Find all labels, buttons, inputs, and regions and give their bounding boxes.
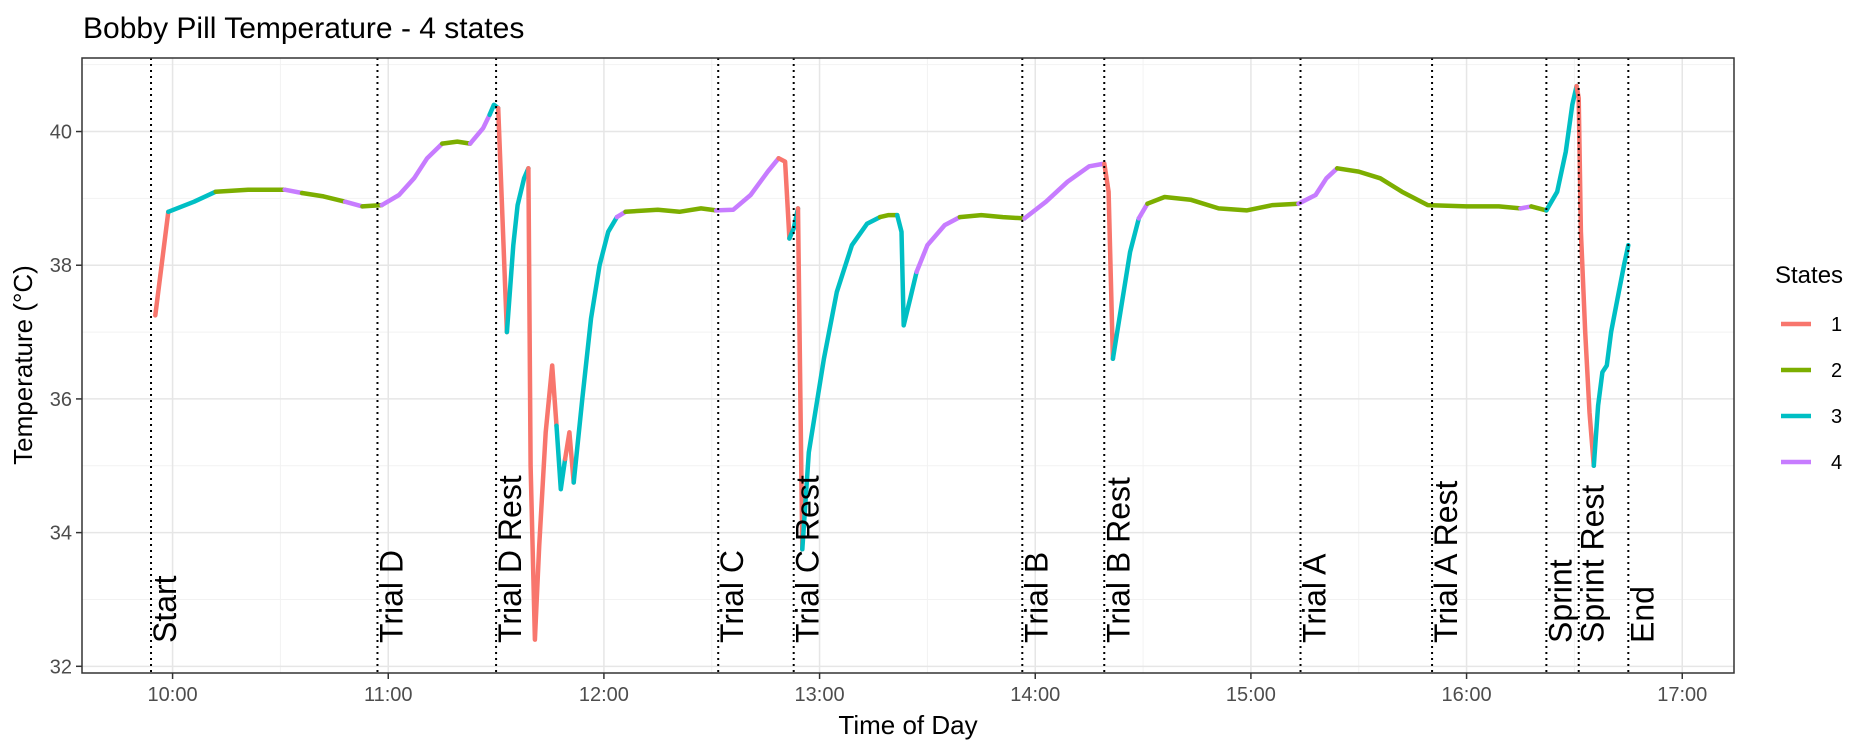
y-tick-label: 38 bbox=[50, 255, 72, 277]
event-label-trial-a: Trial A bbox=[1297, 553, 1333, 643]
series-segment-state-4 bbox=[1022, 161, 1107, 221]
event-label-trial-a-rest: Trial A Rest bbox=[1428, 480, 1464, 643]
legend-label-state-4: 4 bbox=[1831, 452, 1842, 474]
event-label-sprint: Sprint bbox=[1542, 559, 1578, 643]
y-tick-label: 36 bbox=[50, 389, 72, 411]
series-segment-state-3 bbox=[1591, 242, 1631, 469]
event-label-sprint-rest: Sprint Rest bbox=[1575, 485, 1611, 643]
series-segment-state-3 bbox=[1544, 83, 1579, 213]
series-segment-state-2 bbox=[439, 139, 473, 146]
series-segment-state-3 bbox=[800, 214, 883, 552]
series-segment-state-1 bbox=[1574, 83, 1597, 469]
series-segment-state-3 bbox=[554, 423, 568, 492]
x-tick-label: 16:00 bbox=[1442, 684, 1492, 706]
x-axis-title: Time of Day bbox=[838, 710, 977, 740]
event-label-trial-d-rest: Trial D Rest bbox=[492, 475, 528, 643]
series-segment-state-4 bbox=[342, 199, 365, 209]
series-segment-state-3 bbox=[571, 214, 620, 485]
y-axis-title: Temperature (°C) bbox=[8, 265, 38, 465]
axes: 10:00 11:00 12:00 13:00 14:00 15:00 16:00 17:00… bbox=[50, 122, 1708, 706]
event-label-trial-d: Trial D bbox=[374, 550, 410, 643]
series-segment-state-2 bbox=[360, 202, 385, 209]
legend-label-state-1: 1 bbox=[1831, 314, 1842, 336]
series-segment-state-2 bbox=[957, 212, 1027, 221]
series-lines bbox=[153, 83, 1631, 642]
series-segment-state-2 bbox=[1529, 204, 1549, 213]
event-label-trial-c: Trial C bbox=[714, 550, 750, 643]
series-segment-state-2 bbox=[623, 206, 719, 215]
event-label-start: Start bbox=[147, 575, 183, 643]
series-segment-state-4 bbox=[467, 112, 492, 146]
series-segment-state-4 bbox=[713, 156, 781, 213]
x-tick-label: 15:00 bbox=[1226, 684, 1276, 706]
series-segment-state-4 bbox=[379, 141, 445, 208]
plot-background bbox=[82, 58, 1734, 673]
x-tick-label: 12:00 bbox=[579, 684, 629, 706]
series-segment-state-2 bbox=[1334, 166, 1523, 211]
series-segment-state-1 bbox=[795, 206, 805, 552]
x-tick-label: 11:00 bbox=[364, 684, 413, 706]
event-label-end: End bbox=[1624, 586, 1660, 643]
series-segment-state-2 bbox=[1145, 194, 1301, 213]
x-tick-label: 13:00 bbox=[795, 684, 845, 706]
event-label-trial-b: Trial B bbox=[1018, 552, 1054, 643]
x-tick-label: 10:00 bbox=[148, 684, 198, 706]
series-segment-state-1 bbox=[776, 156, 792, 241]
legend-title: States bbox=[1775, 262, 1843, 289]
event-label-trial-b-rest: Trial B Rest bbox=[1100, 477, 1136, 643]
series-segment-state-1 bbox=[562, 430, 576, 485]
series-segment-state-3 bbox=[166, 189, 218, 215]
series-segment-state-4 bbox=[1136, 201, 1150, 221]
legend-label-state-2: 2 bbox=[1831, 360, 1842, 382]
y-tick-label: 34 bbox=[50, 523, 72, 545]
series-segment-state-2 bbox=[877, 212, 900, 220]
event-markers: Start Trial D Trial D Rest Trial C Trial C R… bbox=[147, 58, 1660, 673]
series-segment-state-3 bbox=[1110, 216, 1142, 362]
y-tick-label: 32 bbox=[50, 656, 72, 678]
series-segment-state-4 bbox=[282, 187, 305, 196]
series-segment-state-3 bbox=[894, 212, 919, 328]
series-segment-state-4 bbox=[1296, 166, 1340, 206]
legend-label-state-3: 3 bbox=[1831, 406, 1842, 428]
series-segment-state-1 bbox=[153, 209, 171, 318]
x-tick-label: 14:00 bbox=[1010, 684, 1060, 706]
chart-title: Bobby Pill Temperature - 4 states bbox=[83, 12, 524, 45]
series-segment-state-1 bbox=[1102, 161, 1116, 362]
y-tick-label: 40 bbox=[50, 122, 72, 144]
series-segment-state-3 bbox=[504, 166, 531, 335]
series-segment-state-1 bbox=[526, 166, 559, 642]
gridlines bbox=[82, 58, 1734, 673]
plot-border bbox=[81, 57, 1735, 674]
event-label-trial-c-rest: Trial C Rest bbox=[790, 475, 826, 643]
series-segment-state-1 bbox=[495, 105, 510, 335]
legend: States 1 2 3 4 bbox=[1775, 262, 1843, 474]
x-tick-label: 17:00 bbox=[1657, 684, 1707, 706]
series-segment-state-2 bbox=[299, 190, 348, 204]
series-segment-state-4 bbox=[914, 214, 963, 275]
series-segment-state-2 bbox=[213, 187, 287, 194]
